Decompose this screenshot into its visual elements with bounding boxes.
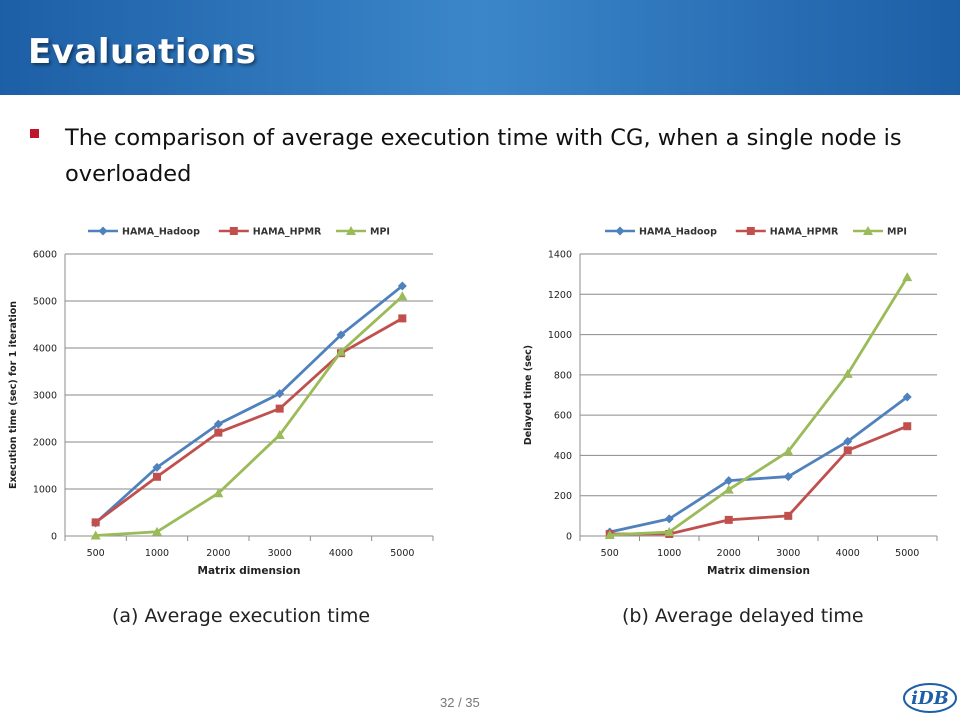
x-tick-label: 500 [601, 548, 619, 559]
data-point [336, 330, 346, 340]
x-axis-title: Matrix dimension [198, 565, 301, 577]
y-tick-label: 0 [51, 532, 57, 543]
data-point [152, 526, 162, 536]
chart-caption-a: (a) Average execution time [112, 605, 371, 627]
x-tick-label: 1000 [657, 548, 681, 559]
x-tick-label: 3000 [268, 548, 292, 559]
legend-entry: HAMA_Hadoop [88, 226, 200, 238]
data-point [664, 514, 674, 524]
legend-marker [615, 226, 625, 236]
x-tick-label: 3000 [776, 548, 800, 559]
y-tick-label: 3000 [33, 391, 57, 402]
data-point [843, 446, 852, 455]
data-point [336, 346, 346, 356]
legend-entry: HAMA_Hadoop [605, 226, 717, 238]
legend-label: HAMA_HPMR [253, 227, 322, 238]
y-tick-label: 0 [566, 532, 572, 543]
execution-time-chart: 0 1000 2000 3000 4000 5000 6000 500 1000 2000 3000… [8, 226, 434, 577]
data-point [784, 511, 793, 520]
legend-entry: HAMA_HPMR [735, 227, 839, 238]
legend-label: HAMA_Hadoop [639, 227, 717, 238]
legend-marker [746, 227, 755, 235]
data-point [152, 462, 162, 472]
data-point [398, 314, 407, 323]
x-tick-label: 5000 [895, 548, 919, 559]
x-tick-label: 5000 [390, 548, 414, 559]
legend-marker [98, 226, 108, 236]
data-point [91, 518, 100, 527]
chart-caption-b: (b) Average delayed time [622, 605, 864, 627]
legend-label: HAMA_HPMR [770, 227, 839, 238]
y-tick-label: 800 [554, 370, 572, 381]
bullet-square-icon [30, 129, 39, 138]
data-point [664, 526, 675, 536]
series-line [609, 276, 909, 537]
y-tick-label: 200 [554, 491, 572, 502]
data-point [783, 472, 793, 482]
bullet-text: The comparison of average execution time… [65, 125, 902, 187]
y-tick-label: 1200 [548, 290, 572, 301]
page-number: 32 / 35 [440, 695, 480, 710]
data-point [842, 368, 853, 378]
x-tick-label: 2000 [717, 548, 741, 559]
delayed-time-chart: 0 200 400 600 800 1000 1200 1400 500 1000 2000 3000… [523, 226, 938, 577]
y-tick-label: 1400 [548, 250, 572, 261]
y-tick-label: 1000 [548, 330, 572, 341]
data-point [902, 392, 912, 402]
series-line [609, 424, 908, 536]
data-point [90, 530, 101, 540]
y-axis-title: Execution time (sec) for 1 iteration [8, 301, 19, 489]
legend-entry: MPI [336, 226, 390, 238]
y-tick-label: 400 [554, 451, 572, 462]
data-point [843, 436, 853, 446]
legend-label: HAMA_Hadoop [122, 227, 200, 238]
data-point [275, 389, 285, 399]
x-tick-label: 4000 [836, 548, 860, 559]
legend-entry: HAMA_HPMR [218, 227, 322, 238]
slide-header: Evaluations [0, 0, 960, 95]
y-tick-label: 1000 [33, 485, 57, 496]
data-point [724, 515, 733, 524]
series-line [609, 395, 909, 534]
series-line [94, 284, 404, 524]
data-point [903, 422, 912, 431]
y-tick-label: 4000 [33, 344, 57, 355]
data-point [783, 446, 794, 456]
data-point [723, 484, 734, 494]
legend-label: MPI [370, 227, 390, 238]
y-tick-label: 6000 [33, 250, 57, 261]
legend-marker [346, 226, 356, 235]
slide-title: Evaluations [28, 32, 257, 72]
data-point [153, 472, 161, 481]
legend-marker [863, 226, 873, 235]
y-tick-label: 2000 [33, 438, 57, 449]
data-point [275, 404, 284, 413]
series-line [94, 317, 404, 524]
x-tick-label: 500 [87, 548, 105, 559]
y-tick-label: 5000 [33, 297, 57, 308]
series-line [95, 295, 404, 537]
data-point [724, 476, 734, 486]
x-tick-label: 4000 [329, 548, 353, 559]
legend-label: MPI [887, 227, 907, 238]
data-point [213, 419, 223, 429]
data-point [604, 529, 615, 539]
data-point [213, 488, 224, 498]
x-axis-title: Matrix dimension [707, 565, 810, 577]
data-point [397, 281, 407, 291]
data-point [902, 272, 913, 282]
x-tick-label: 1000 [145, 548, 169, 559]
logo-text: iDB [911, 688, 949, 709]
data-point [397, 291, 408, 301]
y-tick-label: 600 [554, 411, 572, 422]
x-tick-label: 2000 [206, 548, 230, 559]
data-point [214, 428, 223, 437]
legend-entry: MPI [853, 226, 907, 238]
idb-logo: iDB [903, 683, 957, 713]
y-axis-title: Delayed time (sec) [523, 345, 534, 445]
legend-marker [229, 227, 238, 235]
data-point [274, 429, 285, 439]
